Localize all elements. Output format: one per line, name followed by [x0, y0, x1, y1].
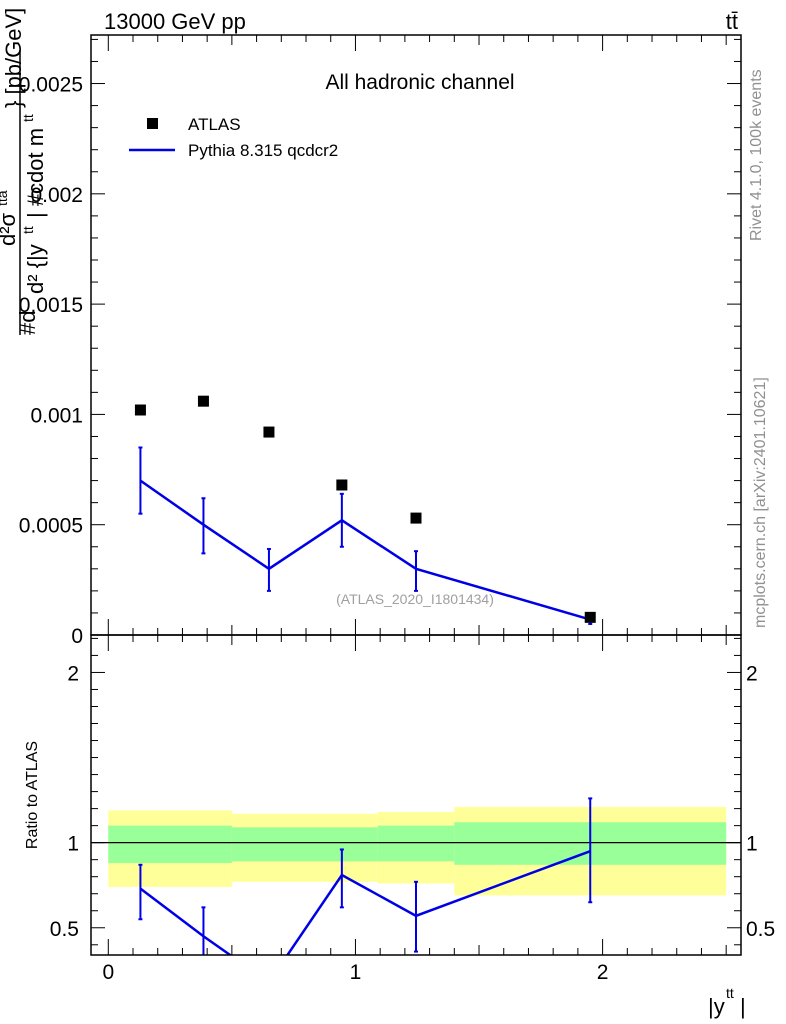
x-axis-label: |y tt |: [708, 985, 746, 1019]
main-plot-area: [134, 395, 596, 625]
xlabel-part-sup: tt: [726, 985, 734, 1001]
process-label: tt̄: [726, 9, 738, 34]
ratio-y-tick-label: 0.5: [50, 918, 79, 941]
rivet-label: Rivet 4.1.0, 100k events: [748, 69, 765, 241]
energy-label: 13000 GeV pp: [104, 9, 246, 34]
x-tick-label: 1: [350, 961, 362, 984]
ylabel-part-numerator: d²σ: [0, 212, 20, 246]
atlas-data-point: [263, 426, 275, 438]
mc-series-line: [139, 479, 591, 621]
ratio-y-tick-label-right: 2: [746, 662, 758, 685]
main-panel: 0 0.0005 0.001 0.0015 0.002 0.0025 All hadron…: [0, 8, 742, 648]
legend-atlas-marker: [147, 118, 158, 129]
ylabel-part-denominator-sup1: tt: [20, 226, 36, 234]
main-y-tick-label: 0.0025: [19, 74, 83, 97]
ratio-axis-ticks: [91, 635, 741, 955]
ratio-y-tick-label: 1: [67, 833, 79, 856]
mcplots-label: mcplots.cern.ch [arXiv:2401.10621]: [752, 377, 769, 628]
atlas-data-point: [410, 512, 422, 524]
atlas-data-point: [134, 404, 146, 416]
ratio-frame: [90, 634, 742, 956]
ylabel-part-cdot: | #cdot m: [23, 128, 48, 218]
main-ylabel: #d d²σ tta d² {|y tt | #cdot m tt } [pb/…: [0, 8, 48, 335]
xlabel-part-close: |: [740, 994, 746, 1019]
main-y-tick-label: 0: [71, 625, 83, 648]
xlabel-part-abs-y: |y: [708, 994, 725, 1019]
main-axis-ticks: [91, 35, 741, 636]
main-y-tick-label: 0.001: [30, 404, 83, 427]
atlas-data-point: [584, 611, 596, 623]
legend-mc-label: Pythia 8.315 qcdcr2: [188, 141, 338, 160]
ratio-y-tick-label-right: 0.5: [746, 918, 775, 941]
uncertainty-band-inner: [231, 827, 378, 862]
ratio-ylabel: Ratio to ATLAS: [24, 741, 41, 849]
ylabel-part-denominator: d² {|y: [23, 244, 48, 294]
ylabel-part-units: } [pb/GeV]: [1, 8, 26, 108]
legend: ATLAS Pythia 8.315 qcdcr2: [129, 115, 338, 160]
ratio-tick-labels: 0.5 0.5 1 1 2 2 0 1 2: [50, 662, 775, 984]
main-title: All hadronic channel: [325, 71, 514, 94]
uncertainty-band-inner: [377, 825, 455, 862]
legend-atlas-label: ATLAS: [188, 115, 241, 134]
ratio-plot-area: [91, 797, 741, 955]
ylabel-part-hash-d: #d: [15, 311, 40, 335]
ratio-mc-line: [139, 849, 591, 955]
uncertainty-band-inner: [108, 825, 232, 864]
ratio-y-tick-label: 2: [67, 662, 79, 685]
atlas-data-point: [197, 395, 209, 407]
ylabel-part-denominator-sup2: tt: [20, 114, 36, 122]
ratio-y-tick-label-right: 1: [746, 833, 758, 856]
atlas-data-point: [336, 479, 348, 491]
x-tick-label: 0: [102, 961, 114, 984]
main-y-tick-label: 0.0005: [19, 515, 83, 538]
watermark: (ATLAS_2020_I1801434): [336, 591, 494, 607]
main-tick-labels: 0 0.0005 0.001 0.0015 0.002 0.0025: [19, 74, 83, 648]
ratio-panel: 0.5 0.5 1 1 2 2 0 1 2 Ratio to ATLAS |y tt |: [24, 634, 775, 1019]
main-y-tick-label: 0.002: [30, 184, 83, 207]
x-tick-label: 2: [597, 961, 609, 984]
ylabel-part-numerator-sup: tta: [0, 190, 10, 206]
main-y-tick-label: 0.0015: [19, 294, 83, 317]
